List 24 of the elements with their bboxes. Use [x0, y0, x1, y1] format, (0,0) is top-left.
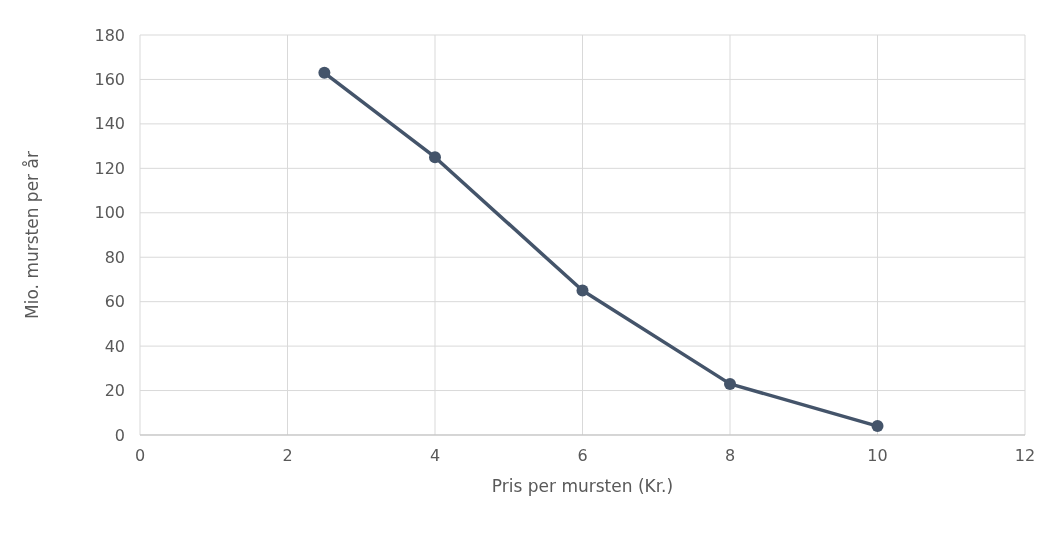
point — [871, 420, 884, 433]
point — [724, 377, 736, 390]
x-tick-label: 0 — [134, 446, 146, 465]
y-tick-label: 140 — [94, 114, 125, 134]
x-tick-label: 2 — [282, 446, 293, 465]
y-tick-label: 160 — [94, 70, 125, 90]
y-tick-label: 0 — [114, 425, 125, 445]
y-tick-label: 20 — [104, 381, 125, 401]
y-tick-label: 40 — [104, 336, 125, 356]
y-tick-label: 60 — [104, 292, 125, 312]
x-axis-title: Pris per mursten (Kr.) — [491, 476, 674, 496]
x-tick-label: 10 — [867, 446, 888, 465]
point — [318, 66, 331, 79]
y-tick-label: 180 — [94, 25, 125, 45]
x-tick-label: 4 — [429, 446, 441, 465]
point — [429, 151, 441, 164]
x-tick-label: 12 — [1014, 446, 1036, 465]
x-tick-label: 6 — [577, 446, 588, 465]
point — [576, 284, 589, 297]
y-tick-label: 120 — [94, 158, 125, 178]
y-tick-label: 80 — [104, 247, 125, 267]
x-tick-label: 8 — [724, 446, 736, 465]
y-tick-label: 100 — [94, 203, 125, 223]
y-axis-title: Mio. mursten per år — [22, 151, 42, 319]
